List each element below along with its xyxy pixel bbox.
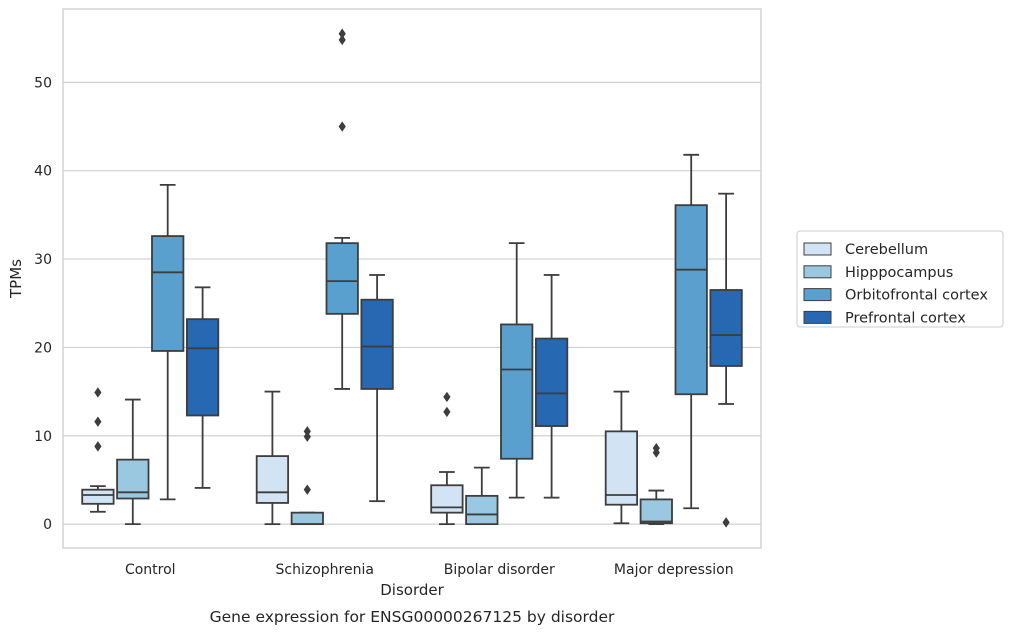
box-cerebellum-bipolar-disorder (430, 391, 464, 526)
y-axis-ticks: 0 10 20 30 40 50 (34, 75, 52, 533)
box-prefrontal-cortex-major-depression (709, 192, 743, 528)
y-tick-label: 30 (34, 252, 52, 268)
outlier-point (94, 387, 102, 398)
outlier-point (338, 34, 346, 46)
legend-swatch (803, 310, 832, 324)
outlier-point (303, 426, 311, 437)
series-prefrontal-cortex (185, 192, 743, 528)
legend-label: Cerebellum (845, 242, 928, 258)
box-orbitofrontal-cortex-major-depression (674, 153, 708, 510)
box-iqr (674, 204, 708, 396)
box-orbitofrontal-cortex-control (151, 183, 185, 501)
legend-label: Orbitofrontal cortex (845, 288, 988, 304)
legend-swatch (803, 288, 832, 302)
outlier-point (652, 442, 660, 454)
legend-item-orbitofrontal-cortex: Orbitofrontal cortex (803, 288, 988, 304)
outlier-point (94, 416, 102, 427)
x-tick-label-major-depression: Major depression (614, 562, 734, 578)
outlier-point (443, 391, 451, 403)
legend-swatch (803, 242, 832, 256)
legend-item-hipppocampus: Hipppocampus (803, 265, 953, 281)
box-cerebellum-major-depression (604, 390, 639, 525)
box-iqr (290, 511, 324, 526)
box-iqr (534, 337, 569, 427)
box-prefrontal-cortex-schizophrenia (360, 274, 394, 503)
box-orbitofrontal-cortex-bipolar-disorder (500, 242, 534, 499)
box-hipppocampus-bipolar-disorder (465, 466, 499, 526)
x-tick-label-control: Control (125, 562, 176, 578)
y-tick-label: 40 (34, 164, 52, 180)
box-prefrontal-cortex-bipolar-disorder (534, 274, 569, 499)
chart-caption: Gene expression for ENSG00000267125 by d… (210, 608, 615, 626)
box-iqr (430, 484, 464, 514)
box-iqr (255, 455, 290, 504)
box-iqr (185, 318, 220, 417)
box-iqr (360, 298, 394, 390)
plot-frame (62, 8, 762, 549)
outlier-point (303, 431, 311, 442)
legend: Cerebellum Hipppocampus Orbitofrontal cort… (796, 230, 1004, 328)
box-iqr (151, 235, 185, 352)
y-tick-label: 0 (43, 517, 52, 533)
outlier-point (338, 121, 346, 132)
box-cerebellum-control (81, 387, 115, 513)
box-hipppocampus-control (116, 398, 150, 526)
legend-item-cerebellum: Cerebellum (803, 242, 928, 258)
outlier-point (338, 28, 346, 39)
box-hipppocampus-schizophrenia (290, 426, 324, 526)
box-hipppocampus-major-depression (639, 442, 673, 526)
outlier-point (722, 517, 730, 528)
legend-swatch (803, 265, 832, 279)
box-iqr (81, 488, 115, 505)
box-orbitofrontal-cortex-schizophrenia (325, 28, 359, 390)
legend-frame (796, 230, 1004, 328)
x-tick-label-schizophrenia: Schizophrenia (276, 562, 374, 578)
series-orbitofrontal-cortex (151, 28, 708, 510)
x-axis-title: Disorder (380, 581, 444, 599)
box-iqr (639, 498, 673, 525)
box-iqr (709, 289, 743, 367)
box-series (81, 28, 743, 528)
box-iqr (500, 323, 534, 460)
y-tick-label: 50 (34, 75, 52, 91)
legend-label: Prefrontal cortex (845, 310, 966, 326)
legend-item-prefrontal-cortex: Prefrontal cortex (803, 310, 966, 326)
y-tick-label: 20 (34, 340, 52, 356)
box-prefrontal-cortex-control (185, 286, 220, 489)
y-tick-label: 10 (34, 429, 52, 445)
box-iqr (465, 494, 499, 526)
x-axis-ticks: Control Schizophrenia Bipolar disorder Majo… (125, 562, 734, 578)
series-hipppocampus (116, 398, 673, 526)
outlier-point (443, 406, 451, 418)
series-cerebellum (81, 387, 639, 526)
box-iqr (604, 430, 639, 506)
x-tick-label-bipolar-disorder: Bipolar disorder (444, 562, 555, 578)
y-axis-title: TPMs (7, 259, 25, 299)
box-iqr (325, 242, 359, 315)
outlier-point (303, 484, 311, 495)
legend-label: Hipppocampus (845, 265, 953, 281)
outlier-point (94, 441, 102, 452)
box-cerebellum-schizophrenia (255, 390, 290, 526)
